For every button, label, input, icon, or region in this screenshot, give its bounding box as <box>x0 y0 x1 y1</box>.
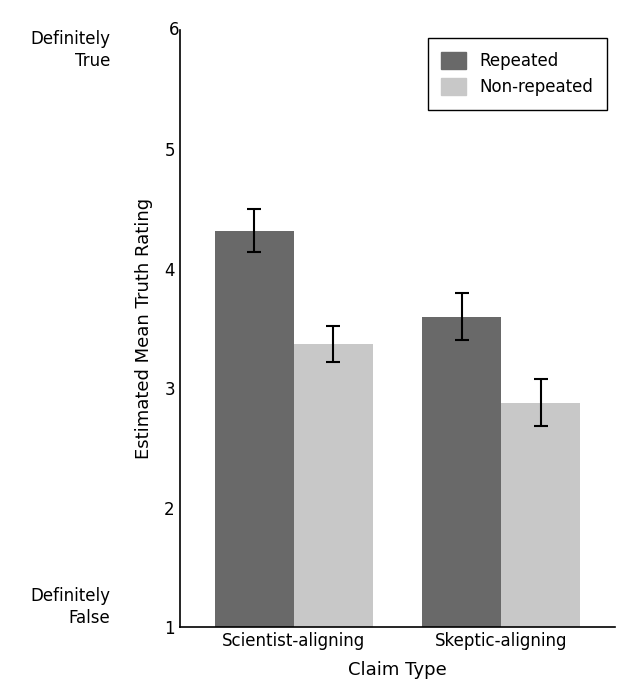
Legend: Repeated, Non-repeated: Repeated, Non-repeated <box>428 38 607 109</box>
Bar <box>422 316 501 700</box>
Text: Definitely
True: Definitely True <box>30 30 110 70</box>
X-axis label: Claim Type: Claim Type <box>348 662 447 679</box>
Text: Definitely
False: Definitely False <box>30 587 110 627</box>
Y-axis label: Estimated Mean Truth Rating: Estimated Mean Truth Rating <box>135 198 153 459</box>
Bar <box>294 344 373 700</box>
Text: 6: 6 <box>169 21 180 38</box>
Bar <box>215 230 294 700</box>
Bar <box>501 402 580 700</box>
